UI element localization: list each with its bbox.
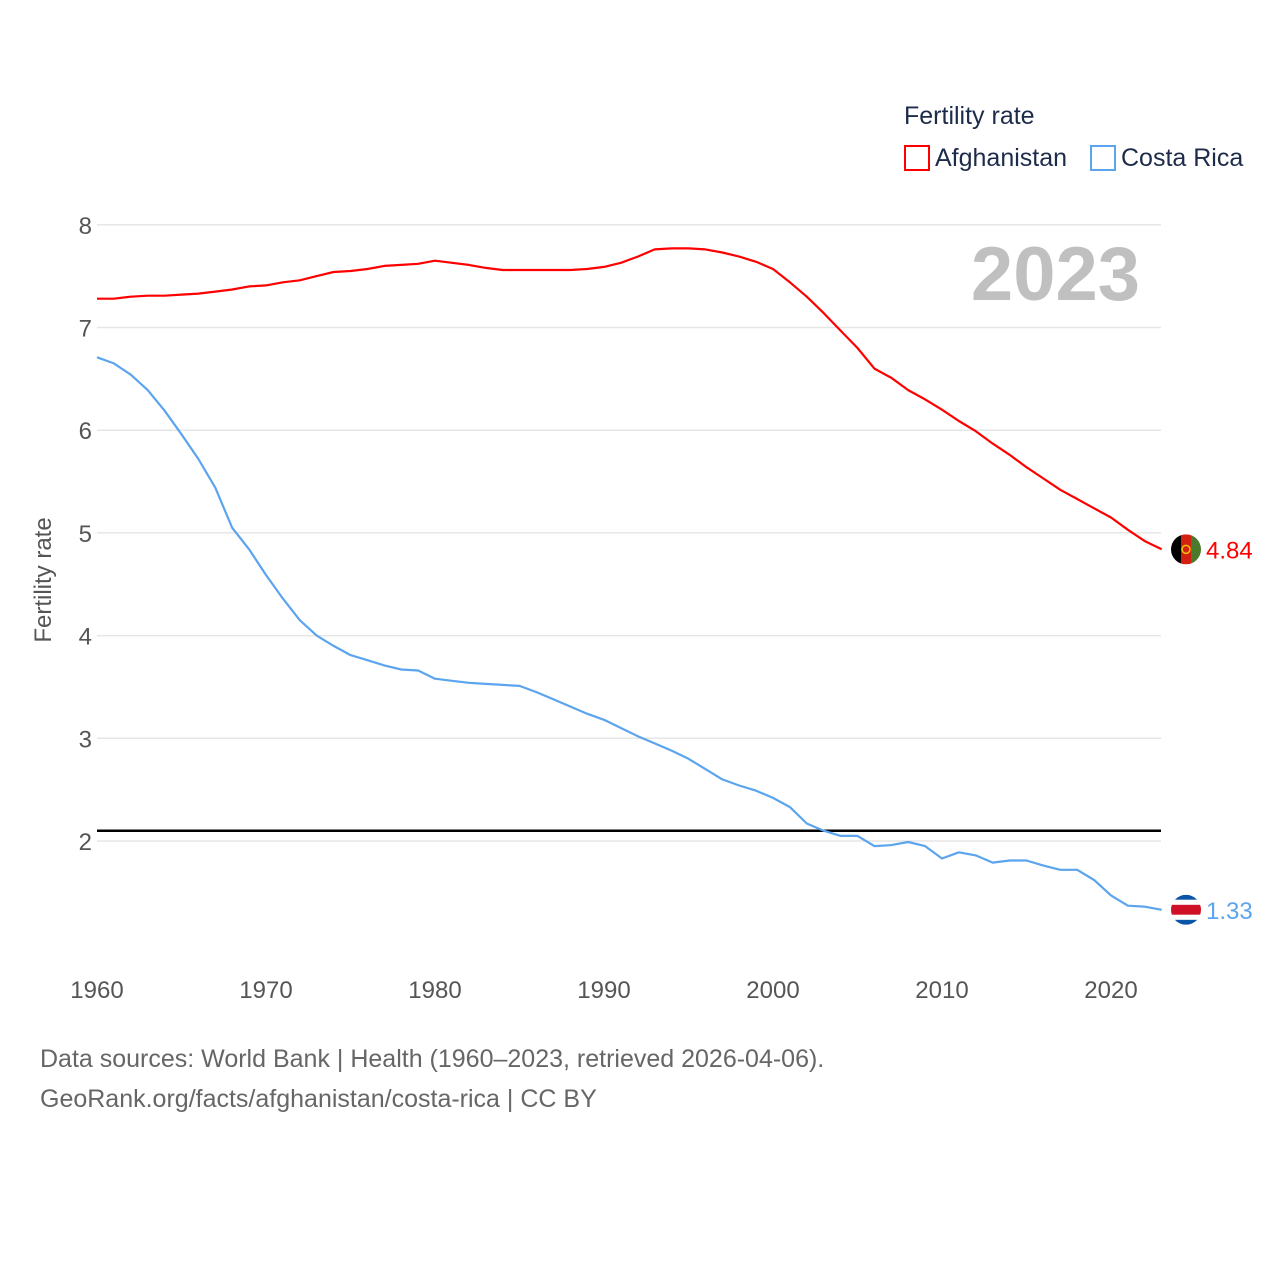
flag-emblem (1181, 544, 1191, 555)
legend-label-costa-rica: Costa Rica (1121, 144, 1243, 172)
legend-swatch-afghanistan (904, 145, 930, 171)
legend-title: Fertility rate (904, 102, 1035, 130)
x-tick-label: 1990 (577, 977, 630, 1004)
y-tick-label: 5 (79, 521, 92, 548)
y-tick-label: 8 (79, 213, 92, 240)
flag-body (1171, 534, 1201, 565)
series-line-costa-rica (96, 356, 1162, 911)
flag-stripe (1171, 899, 1201, 905)
end-value-label: 4.84 (1206, 537, 1253, 564)
flag-stripe (1171, 894, 1201, 900)
flag-stripe (1181, 534, 1191, 565)
x-tick-label: 1960 (70, 977, 123, 1004)
legend-item-afghanistan[interactable]: Afghanistan (904, 144, 1067, 172)
afghanistan-flag-icon (1171, 534, 1201, 565)
x-tick-label: 2020 (1084, 977, 1137, 1004)
costa-rica-flag-icon (1171, 894, 1201, 925)
x-tick-label: 2010 (915, 977, 968, 1004)
x-tick-label: 1980 (408, 977, 461, 1004)
y-tick-label: 2 (79, 829, 92, 856)
flag-stripe (1191, 534, 1201, 565)
y-axis-label: Fertility rate (30, 517, 57, 642)
flag-stripe (1171, 904, 1201, 915)
flag-body (1171, 894, 1201, 925)
y-tick-label: 4 (79, 624, 92, 651)
legend-swatch-costa-rica (1090, 145, 1116, 171)
series-line-afghanistan (97, 247, 1163, 551)
y-tick-label: 3 (79, 726, 92, 753)
footer-sources: Data sources: World Bank | Health (1960–… (40, 1045, 825, 1073)
y-tick-label: 6 (79, 418, 92, 445)
x-tick-label: 1970 (239, 977, 292, 1004)
year-watermark: 2023 (971, 232, 1140, 317)
legend-label-afghanistan: Afghanistan (935, 144, 1067, 172)
x-tick-label: 2000 (746, 977, 799, 1004)
flag-stripe (1171, 919, 1201, 925)
legend-item-costa-rica[interactable]: Costa Rica (1090, 144, 1243, 172)
footer-link[interactable]: GeoRank.org/facts/afghanistan/costa-rica… (40, 1085, 597, 1113)
end-value-label: 1.33 (1206, 898, 1253, 925)
y-tick-label: 7 (79, 316, 92, 343)
flag-stripe (1171, 534, 1181, 565)
flag-stripe (1171, 914, 1201, 920)
